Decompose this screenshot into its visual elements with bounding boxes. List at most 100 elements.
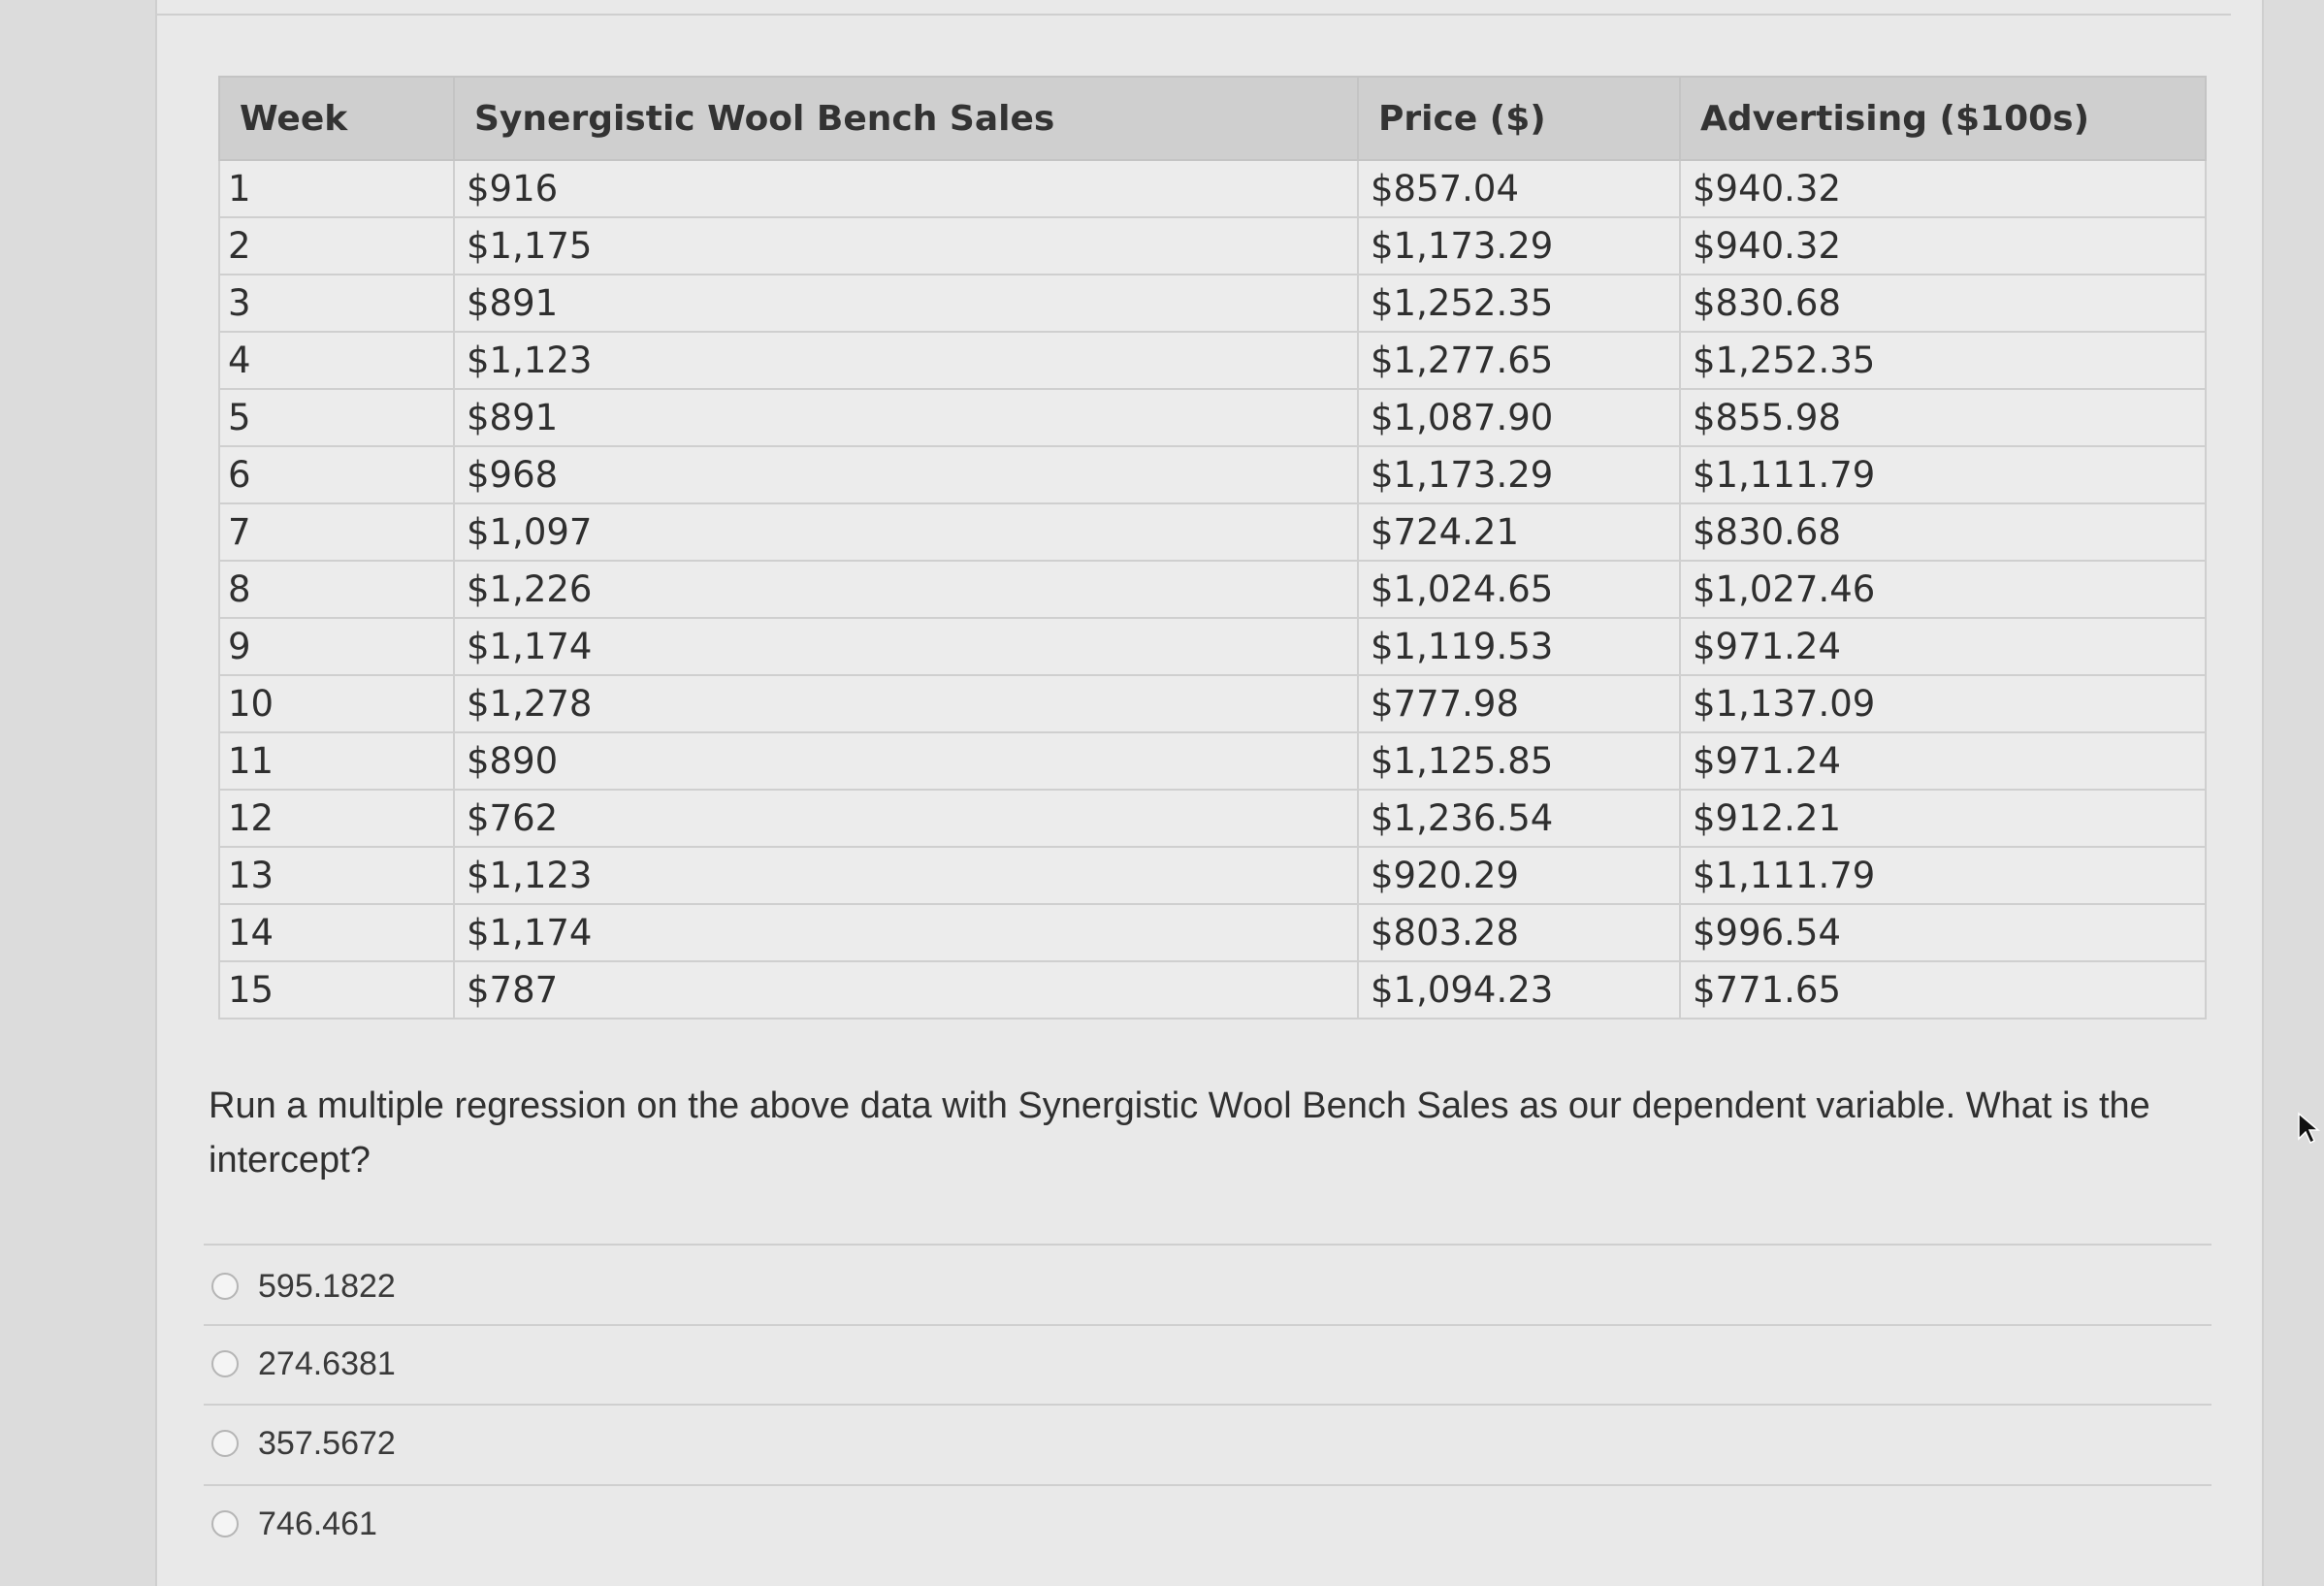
table-row: 5 $891 $1,087.90 $855.98 (218, 388, 2207, 447)
week-cell: 8 (218, 560, 455, 619)
week-cell: 15 (218, 960, 455, 1020)
table-row: 11 $890 $1,125.85 $971.24 (218, 731, 2207, 791)
table-row: 14 $1,174 $803.28 $996.54 (218, 903, 2207, 962)
radio-button-icon[interactable] (211, 1430, 239, 1457)
sales-cell: $968 (453, 445, 1359, 504)
advertising-cell: $1,027.46 (1679, 560, 2207, 619)
header-sales: Synergistic Wool Bench Sales (453, 76, 1359, 161)
price-cell: $777.98 (1357, 674, 1681, 733)
option-label: 357.5672 (258, 1424, 396, 1462)
price-cell: $724.21 (1357, 502, 1681, 562)
table-row: 15 $787 $1,094.23 $771.65 (218, 960, 2207, 1020)
week-cell: 3 (218, 274, 455, 333)
advertising-cell: $771.65 (1679, 960, 2207, 1020)
header-week: Week (218, 76, 455, 161)
sales-cell: $891 (453, 274, 1359, 333)
advertising-cell: $1,111.79 (1679, 445, 2207, 504)
answer-option-1[interactable]: 595.1822 (211, 1262, 396, 1311)
radio-button-icon[interactable] (211, 1273, 239, 1300)
table-row: 9 $1,174 $1,119.53 $971.24 (218, 617, 2207, 676)
answer-option-3[interactable]: 357.5672 (211, 1419, 396, 1468)
sales-cell: $762 (453, 789, 1359, 848)
advertising-cell: $1,111.79 (1679, 846, 2207, 905)
sales-cell: $1,097 (453, 502, 1359, 562)
sales-cell: $787 (453, 960, 1359, 1020)
table-body: 1 $916 $857.04 $940.32 2 $1,175 $1,173.29 $940.… (218, 159, 2207, 1020)
data-table: Week Synergistic Wool Bench Sales Price … (218, 76, 2207, 1020)
table-row: 3 $891 $1,252.35 $830.68 (218, 274, 2207, 333)
table-row: 4 $1,123 $1,277.65 $1,252.35 (218, 331, 2207, 390)
week-cell: 11 (218, 731, 455, 791)
week-cell: 12 (218, 789, 455, 848)
price-cell: $1,236.54 (1357, 789, 1681, 848)
table-row: 2 $1,175 $1,173.29 $940.32 (218, 216, 2207, 275)
advertising-cell: $1,137.09 (1679, 674, 2207, 733)
price-cell: $1,024.65 (1357, 560, 1681, 619)
price-cell: $803.28 (1357, 903, 1681, 962)
price-cell: $1,173.29 (1357, 216, 1681, 275)
price-cell: $1,125.85 (1357, 731, 1681, 791)
sales-cell: $1,226 (453, 560, 1359, 619)
price-cell: $1,173.29 (1357, 445, 1681, 504)
option-label: 274.6381 (258, 1344, 396, 1382)
week-cell: 7 (218, 502, 455, 562)
week-cell: 5 (218, 388, 455, 447)
price-cell: $920.29 (1357, 846, 1681, 905)
sales-cell: $1,175 (453, 216, 1359, 275)
option-divider (204, 1484, 2211, 1486)
advertising-cell: $912.21 (1679, 789, 2207, 848)
week-cell: 1 (218, 159, 455, 218)
radio-button-icon[interactable] (211, 1510, 239, 1537)
week-cell: 9 (218, 617, 455, 676)
sales-cell: $1,174 (453, 903, 1359, 962)
radio-button-icon[interactable] (211, 1350, 239, 1377)
options-divider (204, 1244, 2211, 1246)
option-divider (204, 1404, 2211, 1406)
advertising-cell: $940.32 (1679, 216, 2207, 275)
table-row: 13 $1,123 $920.29 $1,111.79 (218, 846, 2207, 905)
table-header-row: Week Synergistic Wool Bench Sales Price … (218, 76, 2207, 161)
sales-cell: $891 (453, 388, 1359, 447)
price-cell: $1,094.23 (1357, 960, 1681, 1020)
price-cell: $1,119.53 (1357, 617, 1681, 676)
advertising-cell: $971.24 (1679, 731, 2207, 791)
table-row: 1 $916 $857.04 $940.32 (218, 159, 2207, 218)
advertising-cell: $1,252.35 (1679, 331, 2207, 390)
answer-option-2[interactable]: 274.6381 (211, 1340, 396, 1388)
option-label: 595.1822 (258, 1267, 396, 1305)
price-cell: $1,277.65 (1357, 331, 1681, 390)
question-text: Run a multiple regression on the above d… (209, 1085, 2150, 1181)
advertising-cell: $855.98 (1679, 388, 2207, 447)
advertising-cell: $830.68 (1679, 502, 2207, 562)
mouse-pointer-icon (2298, 1112, 2320, 1145)
sales-cell: $1,123 (453, 331, 1359, 390)
sales-cell: $1,174 (453, 617, 1359, 676)
advertising-cell: $996.54 (1679, 903, 2207, 962)
price-cell: $857.04 (1357, 159, 1681, 218)
week-cell: 2 (218, 216, 455, 275)
week-cell: 6 (218, 445, 455, 504)
sales-cell: $890 (453, 731, 1359, 791)
advertising-cell: $971.24 (1679, 617, 2207, 676)
answer-option-4[interactable]: 746.461 (211, 1500, 377, 1548)
option-label: 746.461 (258, 1505, 377, 1542)
header-advertising: Advertising ($100s) (1679, 76, 2207, 161)
advertising-cell: $830.68 (1679, 274, 2207, 333)
table-row: 8 $1,226 $1,024.65 $1,027.46 (218, 560, 2207, 619)
header-price: Price ($) (1357, 76, 1681, 161)
option-divider (204, 1324, 2211, 1326)
sales-cell: $1,123 (453, 846, 1359, 905)
advertising-cell: $940.32 (1679, 159, 2207, 218)
sales-cell: $1,278 (453, 674, 1359, 733)
price-cell: $1,087.90 (1357, 388, 1681, 447)
table-row: 12 $762 $1,236.54 $912.21 (218, 789, 2207, 848)
top-divider (155, 14, 2231, 16)
sales-cell: $916 (453, 159, 1359, 218)
week-cell: 13 (218, 846, 455, 905)
week-cell: 14 (218, 903, 455, 962)
week-cell: 4 (218, 331, 455, 390)
table-row: 10 $1,278 $777.98 $1,137.09 (218, 674, 2207, 733)
price-cell: $1,252.35 (1357, 274, 1681, 333)
table-row: 6 $968 $1,173.29 $1,111.79 (218, 445, 2207, 504)
table-row: 7 $1,097 $724.21 $830.68 (218, 502, 2207, 562)
